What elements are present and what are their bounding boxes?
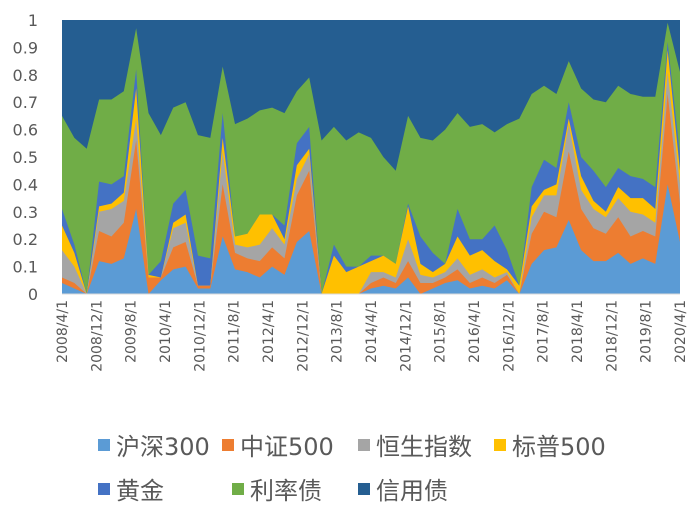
y-tick-label: 0 <box>28 285 38 304</box>
y-tick-label: 0.3 <box>13 203 38 222</box>
x-tick-label: 2011/8/1 <box>227 300 243 363</box>
area-series-0 <box>62 184 680 294</box>
y-tick-label: 0.2 <box>13 230 38 249</box>
y-tick-label: 0.5 <box>13 148 38 167</box>
area-series-group <box>62 20 680 295</box>
x-tick-label: 2018/12/1 <box>604 300 620 372</box>
x-tick-label: 2019/8/1 <box>639 300 655 363</box>
x-tick-label: 2010/12/1 <box>192 300 208 372</box>
x-tick-label: 2017/8/1 <box>536 300 552 363</box>
x-tick-label: 2015/8/1 <box>433 300 449 363</box>
y-tick-label: 0.4 <box>13 175 38 194</box>
x-tick-label: 2013/8/1 <box>330 300 346 363</box>
y-tick-label: 0.6 <box>13 121 38 140</box>
x-tick-label: 2010/4/1 <box>158 300 174 363</box>
x-tick-label: 2016/12/1 <box>501 300 517 372</box>
y-tick-label: 0.8 <box>13 66 38 85</box>
y-tick-label: 1 <box>28 11 38 30</box>
x-tick-label: 2008/12/1 <box>89 300 105 372</box>
y-tick-label: 0.7 <box>13 93 38 112</box>
x-tick-label: 2020/4/1 <box>673 300 689 363</box>
x-tick-label: 2014/4/1 <box>364 300 380 363</box>
y-tick-label: 0.9 <box>13 38 38 57</box>
x-tick-label: 2008/4/1 <box>55 300 71 363</box>
area-series-1 <box>62 93 680 294</box>
y-axis-ticks: 0 0.1 0.2 0.3 0.4 0.5 0.6 0.7 0.8 0.9 1 <box>13 11 38 304</box>
x-tick-label: 2012/4/1 <box>261 300 277 363</box>
x-tick-label: 2012/12/1 <box>295 300 311 372</box>
y-tick-label: 0.1 <box>13 258 38 277</box>
x-axis-ticks: 2008/4/1 2008/12/1 2009/8/1 2010/4/1 2010/12… <box>55 300 689 372</box>
x-tick-label: 2018/4/1 <box>570 300 586 363</box>
x-tick-label: 2016/4/1 <box>467 300 483 363</box>
x-tick-label: 2014/12/1 <box>398 300 414 372</box>
x-tick-label: 2009/8/1 <box>124 300 140 363</box>
